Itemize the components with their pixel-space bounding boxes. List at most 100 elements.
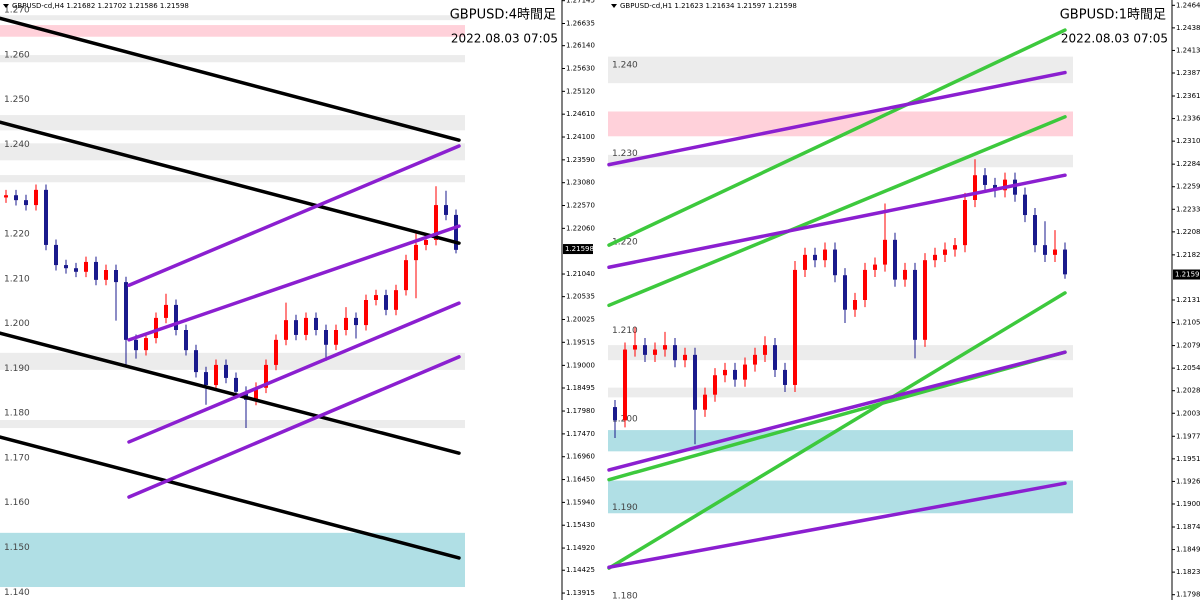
y-tick-label: 1.20535 xyxy=(566,293,595,301)
candle-body xyxy=(703,394,707,410)
candle-body xyxy=(104,270,108,280)
candle-body xyxy=(973,175,977,200)
candle-body xyxy=(863,269,867,300)
candle-body xyxy=(1013,179,1017,195)
candle-body xyxy=(444,205,448,215)
candle-body xyxy=(793,269,797,385)
candle-body xyxy=(34,189,38,206)
candle-body xyxy=(124,282,128,340)
candle-body xyxy=(284,320,288,340)
last-price-label: 1.21598 xyxy=(1175,271,1200,279)
candle-body xyxy=(64,265,68,269)
level-label: 1.140 xyxy=(4,588,30,598)
y-tick-label: 1.25120 xyxy=(566,87,595,95)
candle-body xyxy=(164,304,168,318)
candle-body xyxy=(44,189,48,245)
candle-body xyxy=(254,387,258,400)
candle-body xyxy=(653,349,657,355)
y-tick-label: 1.18745 xyxy=(1176,523,1200,531)
level-label: 1.240 xyxy=(4,140,30,150)
candle-body xyxy=(354,317,358,326)
y-tick-label: 1.15940 xyxy=(566,498,595,506)
trend-line xyxy=(127,301,461,444)
candle-body xyxy=(823,249,827,261)
candle-body xyxy=(853,300,857,310)
price-zone xyxy=(0,175,465,183)
chart-title: GBPUSD:1時間足 xyxy=(1060,8,1166,23)
y-tick-label: 1.15430 xyxy=(566,521,595,529)
last-price-box xyxy=(563,244,593,255)
candle-body xyxy=(883,239,887,265)
candle-body xyxy=(833,249,837,276)
candle-body xyxy=(743,364,747,380)
candle-body xyxy=(1023,194,1027,216)
y-tick-label: 1.17470 xyxy=(566,430,595,438)
candle-body xyxy=(1043,245,1047,255)
candle-body xyxy=(374,295,378,300)
candle-body xyxy=(773,345,777,370)
chart-title: GBPUSD:4時間足 xyxy=(450,8,556,23)
price-zone xyxy=(608,154,1073,168)
candle-body xyxy=(4,195,8,198)
y-tick-label: 1.21055 xyxy=(1176,319,1200,327)
candle-body xyxy=(1033,215,1037,246)
last-price-box xyxy=(1173,269,1200,280)
y-tick-label: 1.19515 xyxy=(566,338,595,346)
y-tick-label: 1.27145 xyxy=(566,0,595,5)
chart-date: 2022.08.03 07:05 xyxy=(451,32,558,46)
y-tick-label: 1.19770 xyxy=(1176,432,1200,440)
candle-body xyxy=(893,239,897,280)
y-tick-label: 1.22590 xyxy=(1176,183,1200,191)
price-zone xyxy=(0,532,465,588)
candle-body xyxy=(963,200,967,246)
price-zone xyxy=(608,111,1073,137)
y-tick-label: 1.20795 xyxy=(1176,342,1200,350)
y-tick-label: 1.19515 xyxy=(1176,455,1200,463)
y-tick-label: 1.24130 xyxy=(1176,46,1200,54)
candle-body xyxy=(613,407,617,421)
y-tick-label: 1.14920 xyxy=(566,544,595,552)
y-tick-label: 1.18490 xyxy=(1176,546,1200,554)
candle-body xyxy=(783,369,787,385)
candle-body xyxy=(304,317,308,335)
level-label: 1.230 xyxy=(612,149,638,159)
candle-body xyxy=(94,261,98,280)
level-label: 1.270 xyxy=(4,6,30,16)
candle-body xyxy=(663,345,667,350)
y-tick-label: 1.14425 xyxy=(566,566,595,574)
candle-body xyxy=(174,304,178,330)
candle-body xyxy=(1063,249,1067,275)
candle-body xyxy=(324,330,328,345)
y-tick-label: 1.17980 xyxy=(566,407,595,415)
candle-body xyxy=(1003,179,1007,191)
level-label: 1.190 xyxy=(4,364,30,374)
candle-body xyxy=(134,339,138,351)
candle-body xyxy=(633,345,637,350)
y-tick-label: 1.21820 xyxy=(1176,251,1200,259)
level-label: 1.150 xyxy=(4,543,30,553)
level-label: 1.190 xyxy=(612,503,638,513)
y-tick-label: 1.19260 xyxy=(1176,477,1200,485)
y-tick-label: 1.20030 xyxy=(1176,409,1200,417)
menu-triangle xyxy=(3,4,9,8)
candle-body xyxy=(763,345,767,355)
y-tick-label: 1.19000 xyxy=(566,361,595,369)
y-tick-label: 1.22080 xyxy=(1176,228,1200,236)
candle-body xyxy=(673,345,677,361)
candle-body xyxy=(903,269,907,280)
candle-body xyxy=(683,354,687,361)
y-tick-label: 1.22845 xyxy=(1176,160,1200,168)
trend-line xyxy=(607,70,1067,167)
plot-area xyxy=(0,0,562,600)
level-label: 1.250 xyxy=(4,95,30,105)
y-tick-label: 1.18495 xyxy=(566,384,595,392)
candle-body xyxy=(693,354,697,410)
candle-body xyxy=(54,244,58,266)
candle-body xyxy=(214,364,218,386)
price-zone xyxy=(608,430,1073,452)
candle-body xyxy=(364,300,368,326)
candle-body xyxy=(384,295,388,310)
candle-body xyxy=(334,330,338,345)
candle-body xyxy=(184,330,188,351)
candle-body xyxy=(913,269,917,340)
